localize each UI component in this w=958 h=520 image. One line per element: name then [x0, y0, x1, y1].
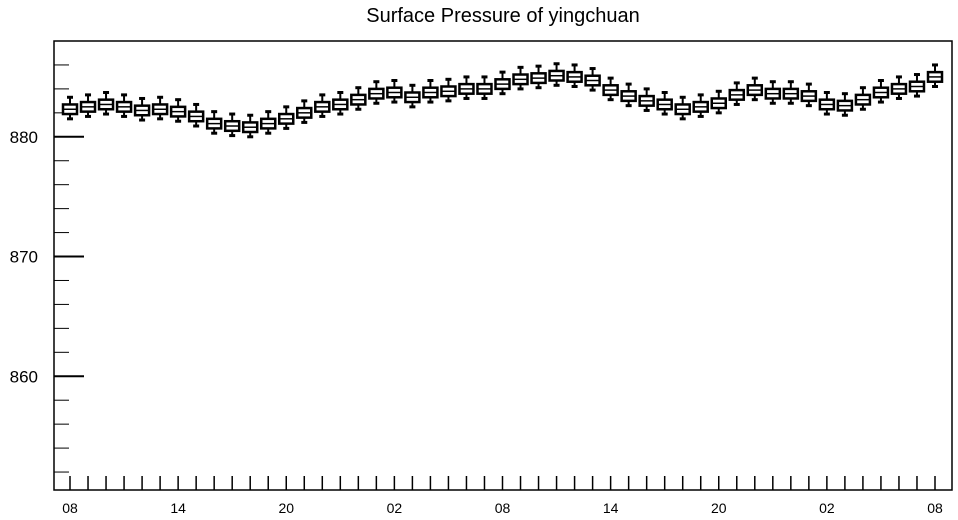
x-tick-label: 20 [711, 500, 727, 516]
box [728, 81, 746, 106]
box [638, 87, 655, 112]
x-tick-label: 08 [927, 500, 943, 516]
box [872, 79, 890, 104]
box [61, 95, 79, 121]
y-tick-label: 860 [10, 367, 38, 386]
x-axis: 08 14 20 02 08 14 20 02 08 [62, 476, 943, 516]
box [79, 93, 97, 118]
x-tick-label: 14 [603, 500, 619, 516]
box [764, 80, 782, 105]
box [566, 63, 583, 88]
boxplot-series [61, 62, 944, 139]
box [656, 90, 673, 116]
box [674, 95, 691, 121]
box [368, 80, 385, 105]
box [818, 90, 836, 116]
x-tick-label: 02 [387, 500, 403, 516]
box [422, 79, 439, 104]
x-tick-label: 08 [62, 500, 78, 516]
box [115, 93, 133, 118]
box [548, 62, 565, 87]
box [710, 89, 727, 115]
box [458, 75, 475, 100]
box [350, 86, 367, 111]
box [512, 65, 529, 91]
box [278, 105, 295, 130]
box [602, 76, 619, 102]
box [854, 86, 872, 111]
x-tick-label: 08 [495, 500, 511, 516]
box [404, 83, 421, 109]
box [890, 75, 908, 100]
x-tick-label: 02 [819, 500, 835, 516]
box [259, 110, 277, 135]
x-tick-label: 14 [170, 500, 186, 516]
box [494, 70, 511, 96]
box [476, 75, 493, 100]
box [908, 73, 926, 98]
chart-title: Surface Pressure of yingchuan [366, 5, 640, 27]
box [97, 90, 115, 116]
x-tick-label: 20 [278, 500, 294, 516]
box [187, 102, 205, 128]
box [296, 99, 313, 124]
box [746, 76, 764, 102]
box [205, 110, 223, 135]
box [926, 63, 944, 88]
y-tick-label: 870 [10, 248, 38, 267]
box [386, 79, 403, 104]
box [133, 96, 151, 122]
box [800, 82, 818, 108]
box [584, 67, 601, 92]
box [692, 93, 709, 118]
box [836, 92, 854, 117]
box [620, 82, 637, 108]
box [530, 64, 547, 90]
box [223, 112, 241, 138]
box [332, 90, 349, 116]
box [440, 77, 457, 103]
box [241, 113, 259, 139]
y-tick-label: 880 [10, 128, 38, 147]
box [151, 95, 169, 121]
box [314, 93, 331, 118]
box [169, 98, 187, 123]
plot-frame [53, 40, 953, 491]
box [782, 80, 800, 105]
y-axis: 860 870 880 [10, 40, 84, 473]
